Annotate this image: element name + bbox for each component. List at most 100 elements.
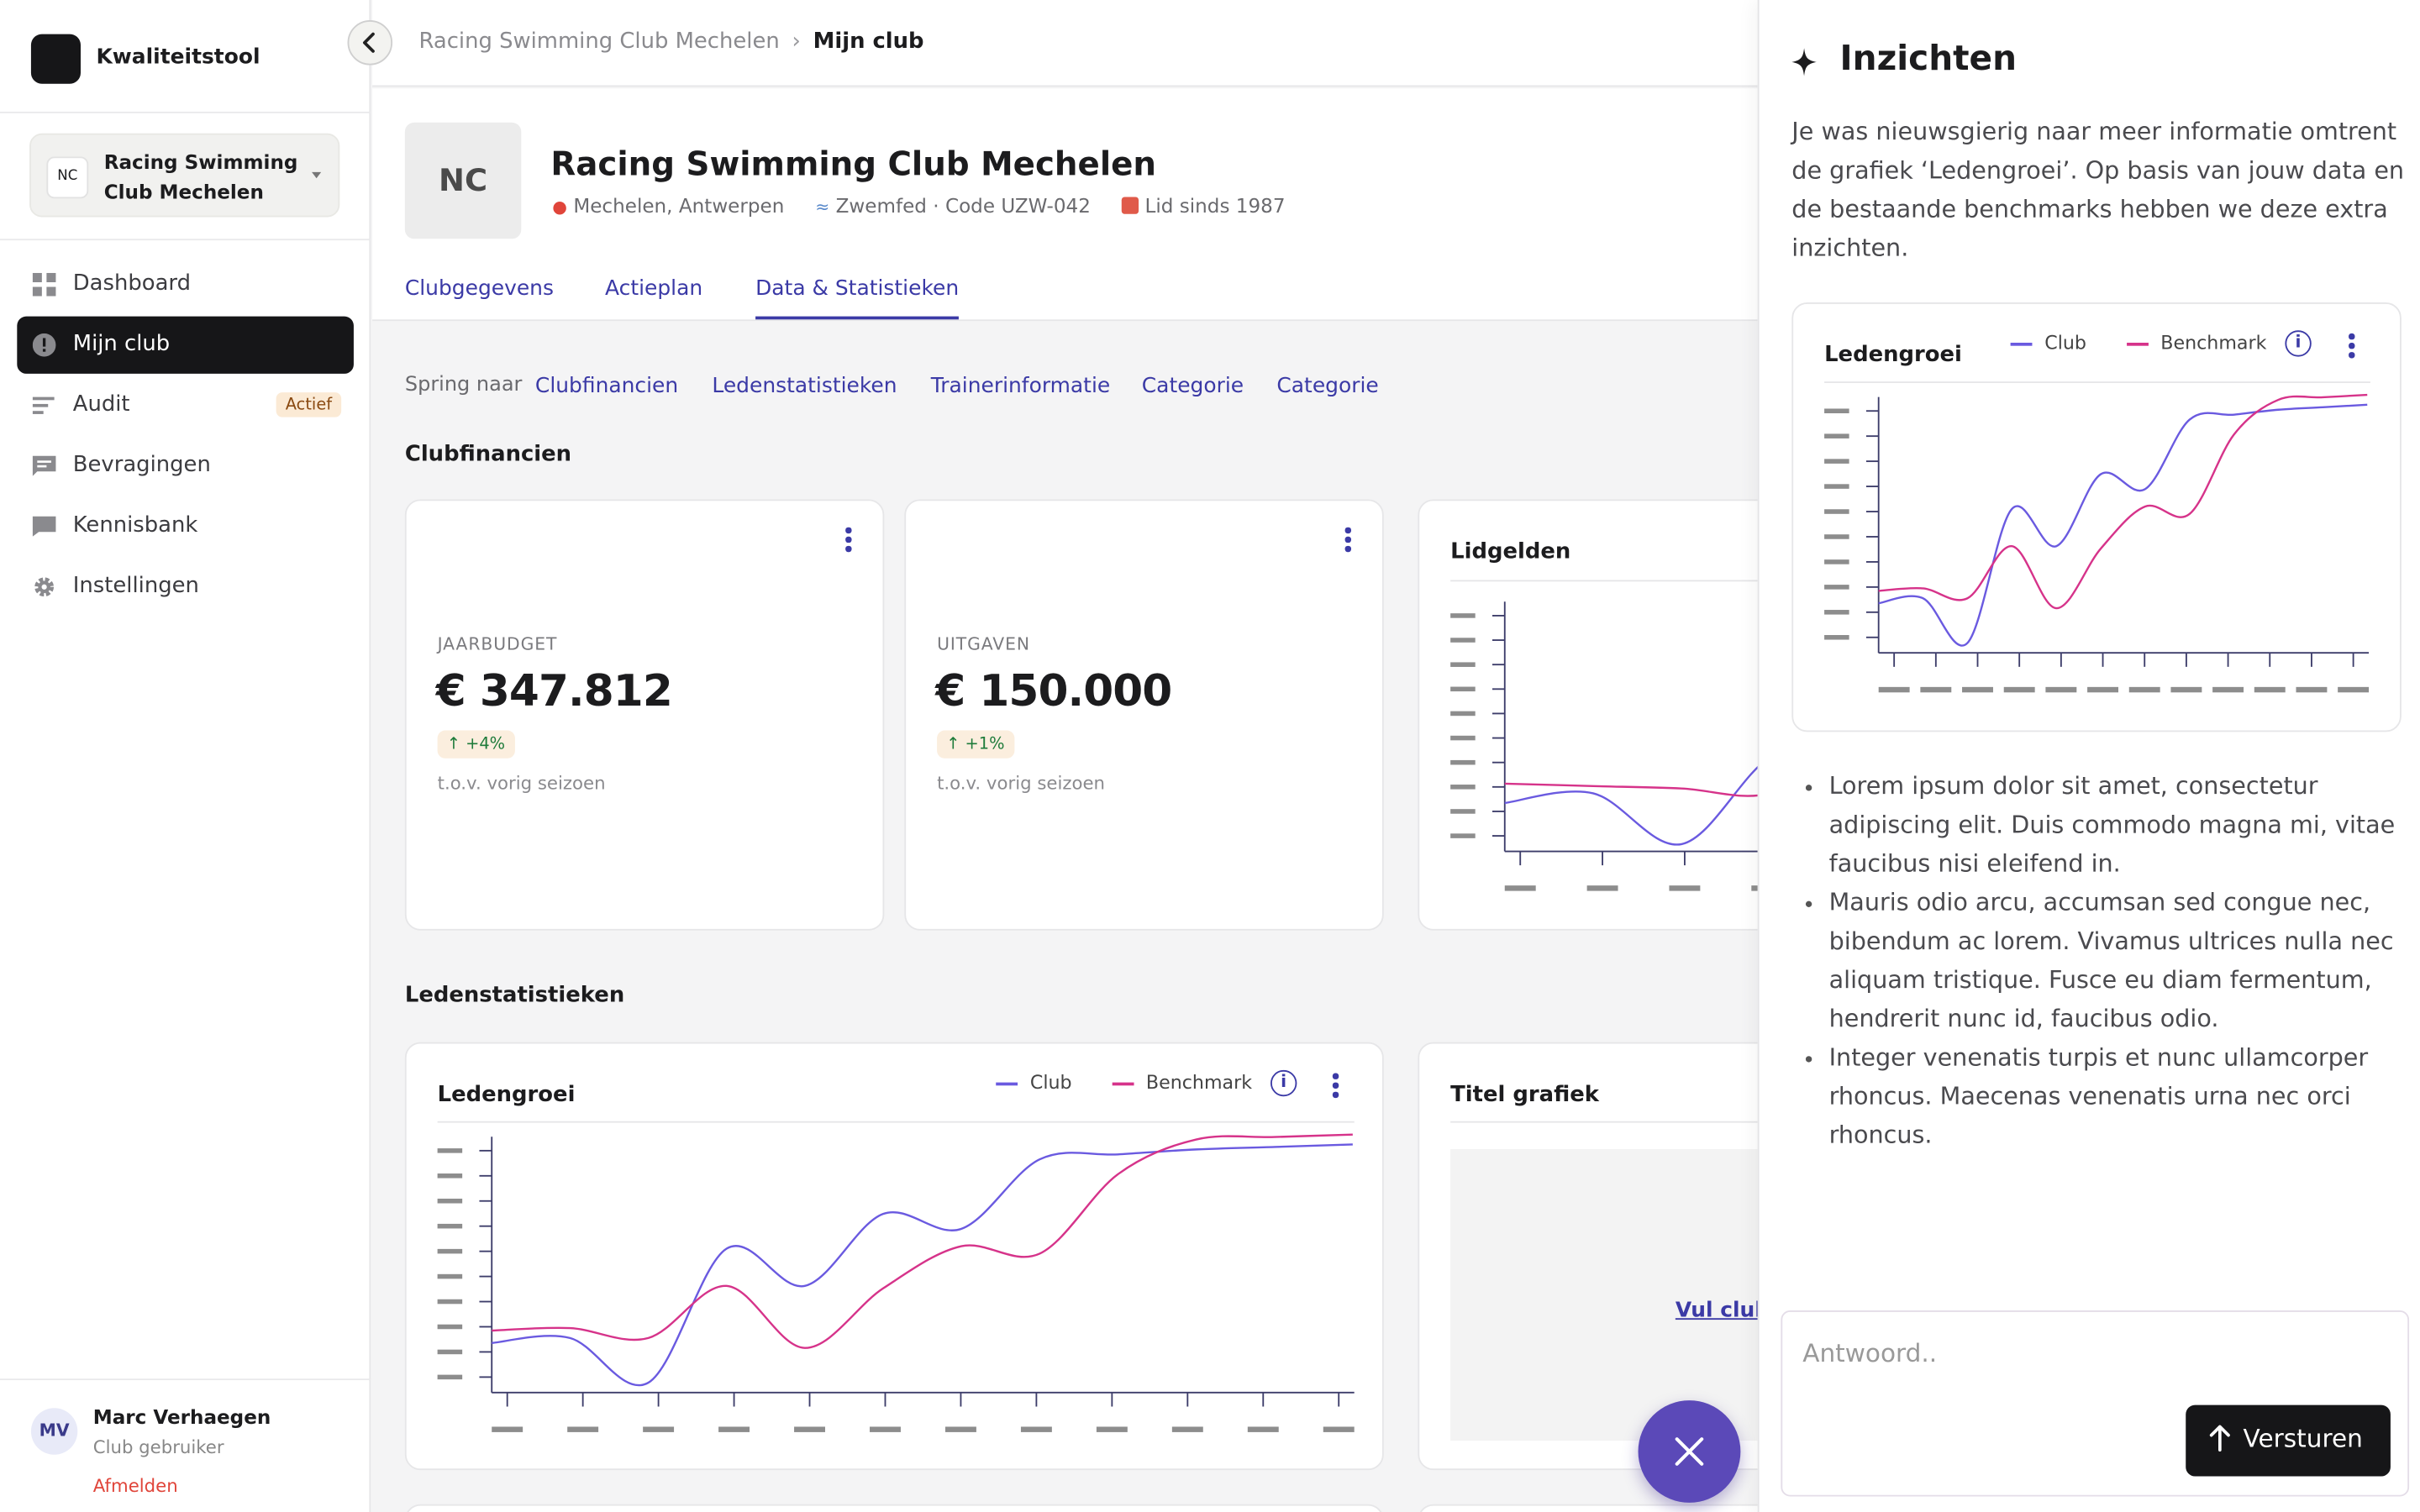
y-tick-label bbox=[1450, 809, 1476, 814]
chart-card-ledengroei: Ledengroei Club Benchmark i bbox=[404, 1042, 1384, 1471]
y-tick-label bbox=[1450, 638, 1476, 643]
chart-legend: Club Benchmark i bbox=[2010, 330, 2312, 357]
x-tick-label bbox=[2212, 686, 2244, 693]
y-tick-label bbox=[1824, 408, 1849, 414]
x-tick-label bbox=[2170, 686, 2202, 693]
y-tick-label bbox=[437, 1223, 463, 1229]
close-insights-button[interactable] bbox=[1638, 1400, 1741, 1503]
tab-data-statistieken[interactable]: Data & Statistieken bbox=[755, 276, 960, 320]
section-title-finance: Clubfinancien bbox=[404, 442, 572, 467]
tab-actieplan[interactable]: Actieplan bbox=[605, 276, 703, 302]
list-icon bbox=[32, 396, 55, 414]
insights-list: Lorem ipsum dolor sit amet, consectetur … bbox=[1798, 768, 2396, 1156]
club-meta: ● Mechelen, Antwerpen ≈ Zwemfed · Code U… bbox=[552, 194, 1285, 218]
insight-ledengroei-chart bbox=[1824, 393, 2370, 693]
gear-icon bbox=[34, 577, 55, 597]
jump-link-ledenstatistieken[interactable]: Ledenstatistieken bbox=[712, 373, 897, 399]
chevron-left-icon bbox=[363, 32, 375, 53]
alert-circle-icon bbox=[32, 333, 56, 357]
location-pin-icon: ● bbox=[552, 197, 567, 218]
kpi-note: t.o.v. vorig seizoen bbox=[437, 772, 606, 795]
series-line-club bbox=[1878, 403, 2368, 647]
collapse-sidebar-button[interactable] bbox=[347, 20, 393, 66]
info-icon[interactable]: i bbox=[1270, 1069, 1297, 1097]
sidebar-item-bevragingen[interactable]: Bevragingen bbox=[17, 438, 354, 495]
sidebar-item-mijn-club[interactable]: Mijn club bbox=[17, 316, 354, 374]
sidebar-item-dashboard[interactable]: Dashboard bbox=[17, 256, 354, 313]
card-title: Ledengroei bbox=[1824, 343, 1962, 368]
x-tick-label bbox=[567, 1426, 599, 1432]
chart-legend: Club Benchmark i bbox=[996, 1069, 1297, 1097]
breadcrumb-separator: › bbox=[792, 29, 801, 55]
x-tick-label bbox=[718, 1426, 750, 1432]
more-options-icon[interactable] bbox=[1344, 527, 1351, 553]
panel-intro: Je was nieuwsgierig naar meer informatie… bbox=[1791, 118, 2405, 263]
section-title-members: Ledenstatistieken bbox=[404, 983, 625, 1009]
y-tick-label bbox=[1824, 635, 1849, 640]
y-tick-label bbox=[437, 1248, 463, 1254]
more-options-icon[interactable] bbox=[1332, 1073, 1339, 1099]
card-divider bbox=[1824, 381, 2370, 384]
x-tick-label bbox=[794, 1426, 825, 1432]
card-title: Lidgelden bbox=[1450, 539, 1571, 565]
x-tick-label bbox=[1878, 686, 1910, 693]
answer-field[interactable]: Antwoord.. Versturen bbox=[1781, 1310, 2410, 1497]
insights-panel: Inzichten Je was nieuwsgierig naar meer … bbox=[1757, 0, 2420, 1512]
topbar: Racing Swimming Club Mechelen › Mijn club bbox=[372, 0, 1758, 87]
x-tick-label bbox=[2045, 686, 2077, 693]
insight-chart-card: Ledengroei Club Benchmark i bbox=[1791, 302, 2402, 732]
kpi-value: € 347.812 bbox=[435, 665, 673, 717]
info-icon[interactable]: i bbox=[2285, 330, 2312, 357]
legend-benchmark-swatch bbox=[2126, 342, 2149, 345]
club-selector[interactable]: NC Racing Swimming Club Mechelen bbox=[29, 133, 340, 218]
logout-link[interactable]: Afmelden bbox=[92, 1474, 178, 1497]
send-button[interactable]: Versturen bbox=[2186, 1404, 2391, 1477]
card-divider bbox=[437, 1121, 1355, 1123]
chat-icon bbox=[32, 516, 56, 537]
sidebar-item-label: Kennisbank bbox=[72, 513, 198, 538]
sidebar-item-audit[interactable]: Audit Actief bbox=[17, 377, 354, 434]
club-member-since: Lid sinds 1987 bbox=[1144, 193, 1286, 218]
x-tick-label bbox=[2087, 686, 2119, 693]
breadcrumb-current: Mijn club bbox=[813, 29, 924, 55]
kpi-card-jaarbudget: JAARBUDGET € 347.812 ↑ +4% t.o.v. vorig … bbox=[404, 499, 885, 931]
legend-club-swatch bbox=[996, 1081, 1018, 1085]
club-header: NC Racing Swimming Club Mechelen ● Meche… bbox=[372, 88, 1758, 322]
sidebar-item-label: Dashboard bbox=[72, 271, 192, 297]
x-tick-label bbox=[1586, 885, 1618, 891]
club-federation: Zwemfed · Code UZW-042 bbox=[835, 193, 1091, 218]
sidebar: Kwaliteitstool NC Racing Swimming Club M… bbox=[0, 0, 371, 1512]
y-tick-label bbox=[1450, 759, 1476, 765]
breadcrumb-parent[interactable]: Racing Swimming Club Mechelen bbox=[418, 29, 780, 55]
close-icon bbox=[1675, 1437, 1704, 1466]
jump-link-categorie-2[interactable]: Categorie bbox=[1276, 373, 1379, 399]
message-square-icon bbox=[32, 455, 56, 476]
tab-clubgegevens[interactable]: Clubgegevens bbox=[404, 276, 554, 302]
more-options-icon[interactable] bbox=[2349, 333, 2354, 359]
y-tick-label bbox=[1450, 785, 1476, 790]
x-tick-label bbox=[2254, 686, 2286, 693]
card-title: Ledengroei bbox=[437, 1082, 576, 1108]
calendar-icon bbox=[1121, 197, 1139, 214]
brand-header: Kwaliteitstool bbox=[0, 0, 371, 113]
more-options-icon[interactable] bbox=[845, 527, 851, 553]
kpi-label: UITGAVEN bbox=[937, 634, 1030, 655]
y-tick-label bbox=[1450, 613, 1476, 618]
jump-link-clubfinancien[interactable]: Clubfinancien bbox=[534, 373, 679, 399]
sidebar-divider bbox=[0, 239, 371, 241]
x-tick-label bbox=[2338, 686, 2370, 693]
sidebar-item-kennisbank[interactable]: Kennisbank bbox=[17, 498, 354, 555]
club-selector-name: Racing Swimming Club Mechelen bbox=[103, 150, 298, 203]
y-tick-label bbox=[1824, 459, 1849, 464]
x-tick-label bbox=[1504, 885, 1536, 891]
jump-link-categorie[interactable]: Categorie bbox=[1141, 373, 1244, 399]
app-logo[interactable] bbox=[30, 34, 82, 84]
y-tick-label bbox=[437, 1273, 463, 1279]
list-item: Lorem ipsum dolor sit amet, consectetur … bbox=[1798, 768, 2396, 884]
y-tick-label bbox=[1450, 686, 1476, 692]
sidebar-item-instellingen[interactable]: Instellingen bbox=[17, 559, 354, 616]
arrow-up-icon bbox=[2209, 1425, 2230, 1452]
legend-club: Club bbox=[1029, 1071, 1072, 1094]
next-card bbox=[404, 1504, 1384, 1512]
jump-link-trainerinformatie[interactable]: Trainerinformatie bbox=[930, 373, 1111, 399]
